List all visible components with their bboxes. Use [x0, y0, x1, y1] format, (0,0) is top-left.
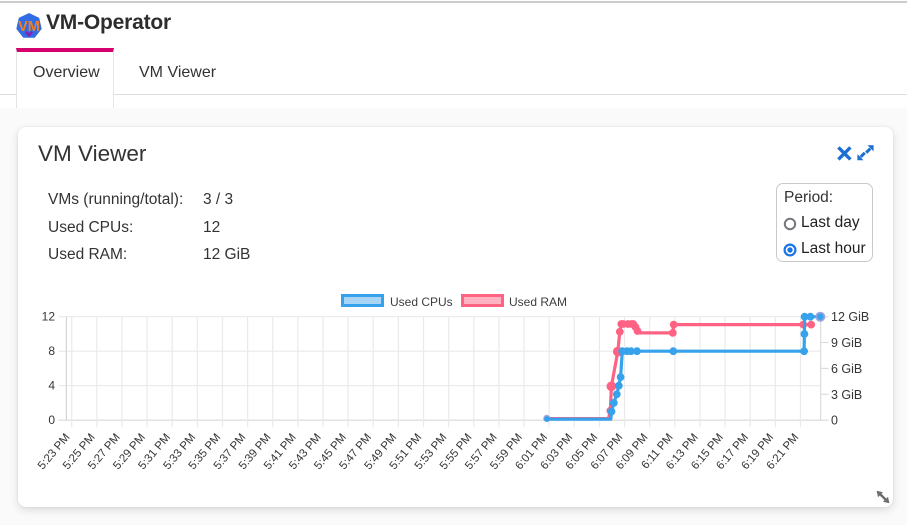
svg-text:6 GiB: 6 GiB [831, 362, 862, 376]
svg-text:12 GiB: 12 GiB [831, 310, 869, 324]
svg-text:4: 4 [48, 379, 55, 393]
svg-text:VM: VM [18, 19, 40, 35]
svg-text:9 GiB: 9 GiB [831, 336, 862, 350]
svg-text:8: 8 [48, 344, 55, 358]
svg-text:0: 0 [48, 413, 55, 427]
svg-text:12: 12 [42, 310, 56, 324]
svg-text:0: 0 [831, 414, 838, 428]
svg-text:3 GiB: 3 GiB [831, 388, 862, 402]
